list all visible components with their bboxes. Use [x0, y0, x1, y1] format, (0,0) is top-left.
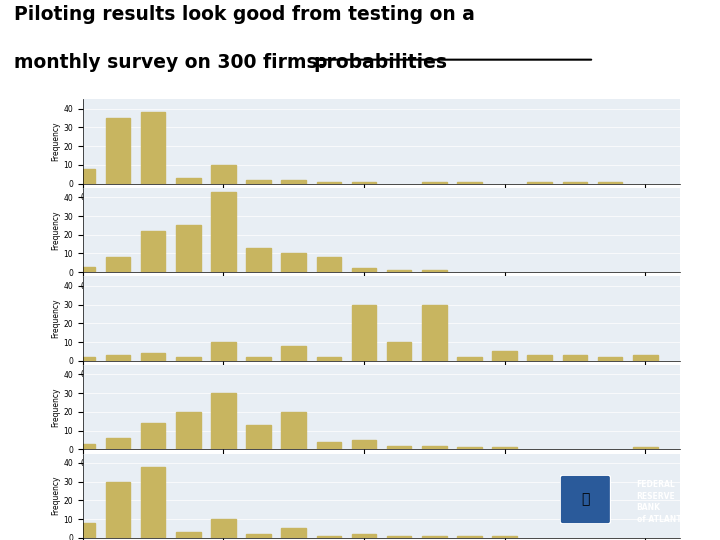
- Bar: [457, 448, 482, 449]
- Bar: [211, 342, 235, 361]
- Bar: [71, 523, 95, 538]
- Bar: [141, 467, 166, 538]
- Bar: [422, 536, 446, 538]
- Bar: [71, 267, 95, 272]
- Y-axis label: Frequency: Frequency: [52, 122, 60, 161]
- Bar: [352, 268, 377, 272]
- Text: Piloting results look good from testing on a: Piloting results look good from testing …: [14, 5, 475, 24]
- Bar: [246, 357, 271, 361]
- Bar: [528, 355, 552, 361]
- Y-axis label: Frequency: Frequency: [52, 210, 60, 250]
- Bar: [71, 168, 95, 184]
- Bar: [457, 536, 482, 538]
- Bar: [211, 165, 235, 184]
- Bar: [282, 412, 306, 449]
- Bar: [422, 305, 446, 361]
- Bar: [211, 393, 235, 449]
- Y-axis label: Frequency: Frequency: [52, 476, 60, 516]
- Bar: [141, 423, 166, 449]
- Bar: [633, 355, 657, 361]
- Y-axis label: Frequency: Frequency: [52, 387, 60, 427]
- Bar: [317, 182, 341, 184]
- Bar: [176, 357, 201, 361]
- Bar: [598, 357, 622, 361]
- Bar: [422, 271, 446, 272]
- Bar: [352, 305, 377, 361]
- Bar: [71, 444, 95, 449]
- Bar: [492, 352, 517, 361]
- Bar: [352, 182, 377, 184]
- Bar: [422, 446, 446, 449]
- Bar: [106, 257, 130, 272]
- Bar: [176, 532, 201, 538]
- Bar: [106, 482, 130, 538]
- X-axis label: worstprob: worstprob: [359, 204, 405, 213]
- Bar: [317, 536, 341, 538]
- Bar: [141, 353, 166, 361]
- Bar: [246, 534, 271, 538]
- FancyBboxPatch shape: [560, 475, 611, 524]
- Bar: [352, 534, 377, 538]
- Bar: [387, 342, 412, 361]
- Bar: [457, 182, 482, 184]
- Text: 🦅: 🦅: [581, 492, 590, 507]
- Bar: [528, 182, 552, 184]
- Bar: [176, 225, 201, 272]
- X-axis label: lowprob: lowprob: [364, 292, 400, 301]
- Bar: [387, 536, 412, 538]
- Bar: [106, 118, 130, 184]
- Bar: [282, 180, 306, 184]
- Bar: [352, 440, 377, 449]
- Bar: [141, 231, 166, 272]
- Bar: [422, 182, 446, 184]
- Text: monthly survey on 300 firms:: monthly survey on 300 firms:: [14, 53, 332, 72]
- Bar: [562, 182, 588, 184]
- Bar: [141, 112, 166, 184]
- Text: probabilities: probabilities: [313, 53, 447, 72]
- X-axis label: medprob: medprob: [361, 381, 402, 390]
- Y-axis label: Frequency: Frequency: [52, 299, 60, 339]
- Bar: [211, 519, 235, 538]
- Bar: [211, 192, 235, 272]
- Bar: [598, 182, 622, 184]
- Bar: [282, 253, 306, 272]
- X-axis label: highprob: highprob: [361, 469, 402, 478]
- Bar: [176, 178, 201, 184]
- Bar: [457, 357, 482, 361]
- Text: FEDERAL
RESERVE
BANK
of ATLANTA: FEDERAL RESERVE BANK of ATLANTA: [636, 480, 686, 524]
- Bar: [106, 355, 130, 361]
- Bar: [282, 529, 306, 538]
- Bar: [246, 248, 271, 272]
- Bar: [71, 357, 95, 361]
- Bar: [317, 442, 341, 449]
- Bar: [317, 357, 341, 361]
- Bar: [387, 446, 412, 449]
- Bar: [492, 536, 517, 538]
- Bar: [562, 355, 588, 361]
- Bar: [246, 425, 271, 449]
- Bar: [633, 448, 657, 449]
- Bar: [317, 257, 341, 272]
- Bar: [387, 271, 412, 272]
- Bar: [176, 412, 201, 449]
- Bar: [282, 346, 306, 361]
- Bar: [492, 448, 517, 449]
- Bar: [246, 180, 271, 184]
- Bar: [106, 438, 130, 449]
